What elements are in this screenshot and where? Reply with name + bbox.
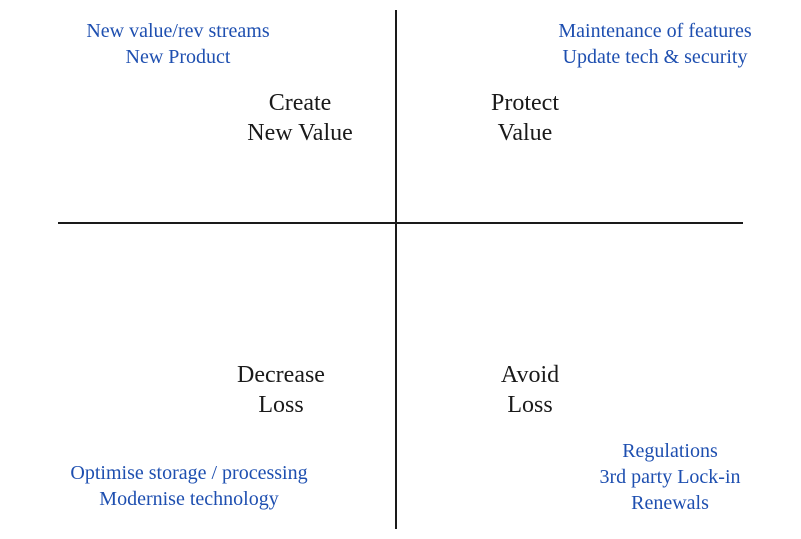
annotation-top-right: Maintenance of features Update tech & se… xyxy=(520,18,790,70)
annotation-bottom-left: Optimise storage / processing Modernise … xyxy=(24,460,354,512)
quadrant-label-top-left: Create New Value xyxy=(230,88,370,148)
vertical-axis xyxy=(395,10,397,529)
horizontal-axis xyxy=(58,222,743,224)
quadrant-label-bottom-right: Avoid Loss xyxy=(470,360,590,420)
quadrant-diagram: Create New Value Protect Value Decrease … xyxy=(0,0,801,539)
annotation-bottom-right: Regulations 3rd party Lock-in Renewals xyxy=(560,438,780,516)
quadrant-label-bottom-left: Decrease Loss xyxy=(206,360,356,420)
quadrant-label-top-right: Protect Value xyxy=(460,88,590,148)
annotation-top-left: New value/rev streams New Product xyxy=(48,18,308,70)
